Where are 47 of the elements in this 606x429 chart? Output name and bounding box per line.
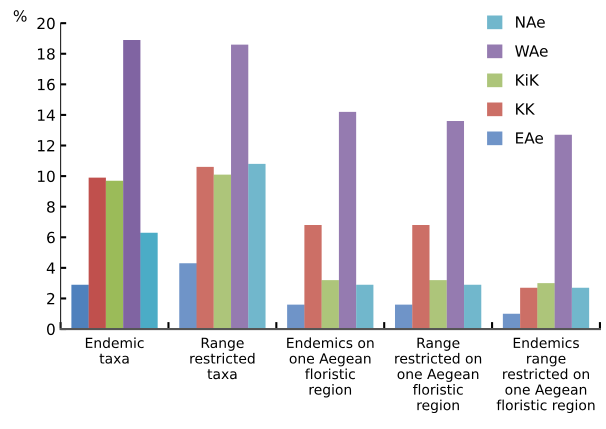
bar	[214, 174, 232, 330]
legend-label: KiK	[516, 74, 540, 86]
legend-label: KK	[516, 103, 535, 115]
bar	[502, 314, 520, 330]
y-tick-label: 4	[46, 262, 55, 274]
y-tick-label: 18	[38, 48, 55, 60]
x-tick-label: Endemic taxa	[86, 337, 144, 364]
bar	[412, 225, 430, 330]
legend-label: WAe	[515, 45, 548, 57]
bar	[537, 283, 555, 330]
x-tick-label: Endemics range restricted on one Aegean floristic region	[496, 337, 594, 414]
y-tick-label: 14	[38, 110, 55, 121]
y-tick-label: 20	[37, 18, 55, 30]
bar	[394, 304, 412, 330]
bar	[356, 284, 374, 330]
bar	[464, 284, 482, 330]
bar	[71, 284, 89, 330]
bar	[88, 178, 106, 330]
bar	[140, 232, 158, 330]
y-tick-label: 0	[47, 324, 55, 336]
bar	[338, 112, 356, 330]
y-tick-label: 8	[47, 201, 55, 213]
y-tick-label: 10	[38, 170, 55, 182]
bar	[322, 280, 339, 330]
bar	[430, 280, 447, 330]
bar	[196, 166, 214, 330]
bar	[248, 164, 266, 330]
x-tick-label: Range restricted on one Aegean floristic region	[395, 338, 482, 414]
bar	[123, 40, 140, 330]
y-tick-label: 6	[47, 232, 55, 244]
x-tick-label: Range restricted taxa	[190, 338, 254, 380]
bar	[231, 44, 248, 330]
legend-label: NAe	[516, 16, 545, 28]
y-axis-title: %	[14, 10, 27, 22]
legend-label: EAe	[516, 132, 544, 144]
bar	[179, 263, 197, 330]
bar	[287, 304, 304, 330]
bar	[106, 180, 124, 330]
x-tick-label: Endemics on one Aegean floristic region	[287, 337, 374, 398]
y-tick-label: 12	[38, 140, 54, 152]
bar	[554, 134, 572, 330]
bar	[520, 288, 538, 330]
bar	[304, 225, 322, 330]
bar	[572, 288, 590, 330]
y-tick-label: 2	[47, 292, 54, 304]
bar	[446, 121, 464, 330]
y-tick-label: 16	[38, 78, 55, 90]
